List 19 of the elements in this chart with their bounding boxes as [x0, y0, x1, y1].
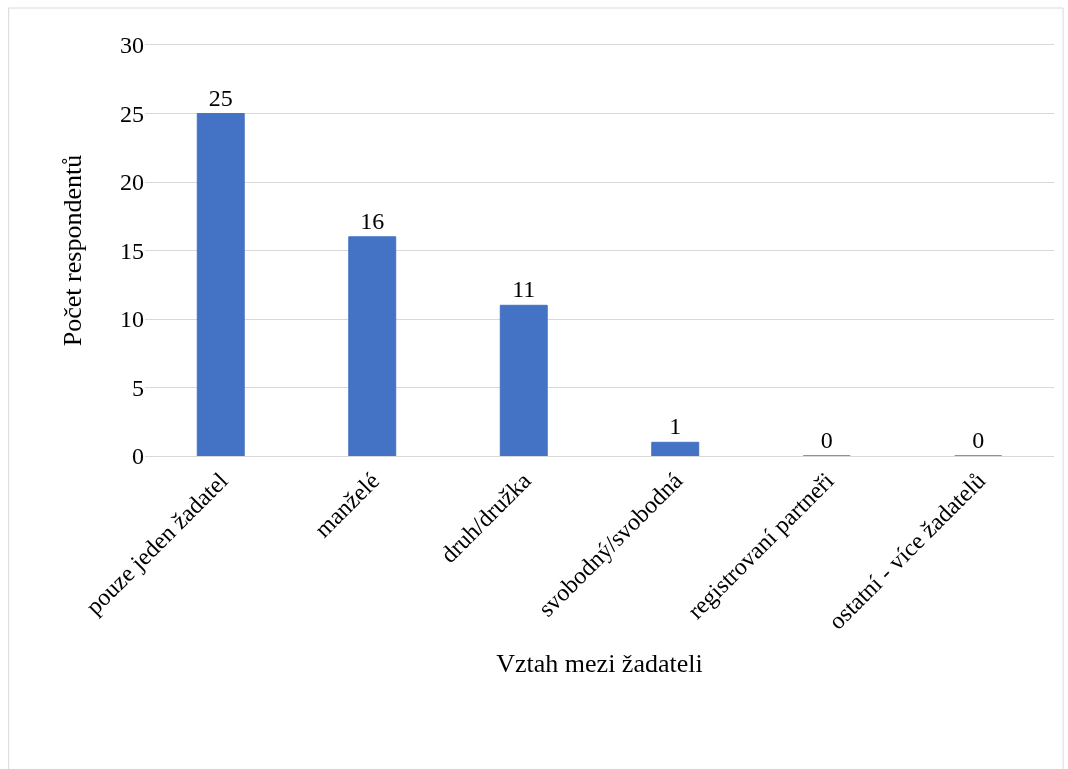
data-label: 11 [512, 276, 536, 303]
y-axis-title: Počet respondentů [58, 154, 88, 347]
y-tick-label: 15 [120, 237, 144, 264]
x-axis-title: Vztah mezi žadateli [496, 648, 703, 678]
bar [499, 304, 548, 456]
bar [196, 113, 245, 456]
bar [348, 236, 397, 456]
data-label: 1 [669, 413, 682, 440]
y-tick-label: 10 [120, 306, 144, 333]
y-tick-label: 25 [120, 100, 144, 127]
data-label: 16 [360, 207, 385, 234]
y-tick-label: 30 [120, 32, 144, 59]
data-label: 0 [972, 427, 985, 453]
data-label: 0 [820, 427, 833, 453]
y-tick-label: 20 [120, 169, 144, 196]
y-tick-label: 5 [132, 374, 144, 401]
y-tick-label: 0 [132, 443, 144, 470]
bar [651, 441, 700, 456]
data-label: 25 [208, 84, 233, 111]
